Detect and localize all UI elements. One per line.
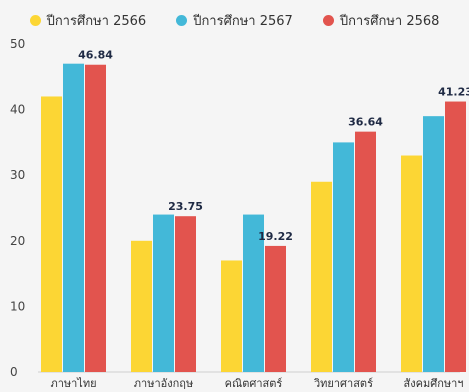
y-tick-label: 50 <box>10 37 25 51</box>
legend-item-2568: ปีการศึกษา 2568 <box>322 10 440 31</box>
category-label: วิทยาศาสตร์ <box>313 377 373 390</box>
category-label: สังคมศึกษาฯ <box>404 377 464 390</box>
bar <box>175 216 196 372</box>
bar <box>355 131 376 372</box>
category-label: ภาษาอังกฤษ <box>134 377 193 390</box>
value-labels: 46.84 23.75 19.22 36.64 41.23 <box>78 49 469 243</box>
legend-swatch-2568 <box>322 15 334 26</box>
legend-item-2567: ปีการศึกษา 2567 <box>176 10 293 31</box>
data-label: 23.75 <box>168 200 203 213</box>
category-label: ภาษาไทย <box>50 377 96 390</box>
data-label: 19.22 <box>258 230 293 243</box>
bar <box>243 214 264 372</box>
bar <box>153 214 174 372</box>
bar <box>401 155 422 372</box>
bar <box>131 240 152 372</box>
legend-swatch-2567 <box>176 15 188 26</box>
bar <box>63 63 84 373</box>
bar <box>333 142 354 372</box>
legend-label-2566: ปีการศึกษา 2566 <box>46 14 147 29</box>
legend: ปีการศึกษา 2566 ปีการศึกษา 2567 ปีการศึก… <box>0 10 469 31</box>
bars <box>41 63 466 373</box>
category-label: คณิตศาสตร์ <box>225 377 283 390</box>
y-tick-label: 10 <box>10 299 25 313</box>
y-tick-label: 40 <box>10 103 25 117</box>
bar <box>311 181 332 372</box>
y-tick-label: 30 <box>10 168 25 182</box>
x-axis: ภาษาไทย ภาษาอังกฤษ คณิตศาสตร์ วิทยาศาสตร์ สั… <box>50 377 463 390</box>
bar <box>85 64 106 372</box>
data-label: 36.64 <box>348 116 383 129</box>
bar <box>445 101 466 373</box>
bar <box>423 116 444 372</box>
legend-label-2567: ปีการศึกษา 2567 <box>193 14 293 29</box>
bar <box>221 260 242 372</box>
legend-label-2568: ปีการศึกษา 2568 <box>339 14 440 29</box>
data-label: 41.23 <box>438 86 469 99</box>
bar <box>265 245 286 372</box>
y-tick-label: 20 <box>10 234 25 248</box>
data-label: 46.84 <box>78 49 113 62</box>
bar <box>41 96 62 372</box>
legend-swatch-2566 <box>29 15 41 26</box>
y-tick-label: 0 <box>10 365 18 379</box>
legend-item-2566: ปีการศึกษา 2566 <box>29 10 147 31</box>
